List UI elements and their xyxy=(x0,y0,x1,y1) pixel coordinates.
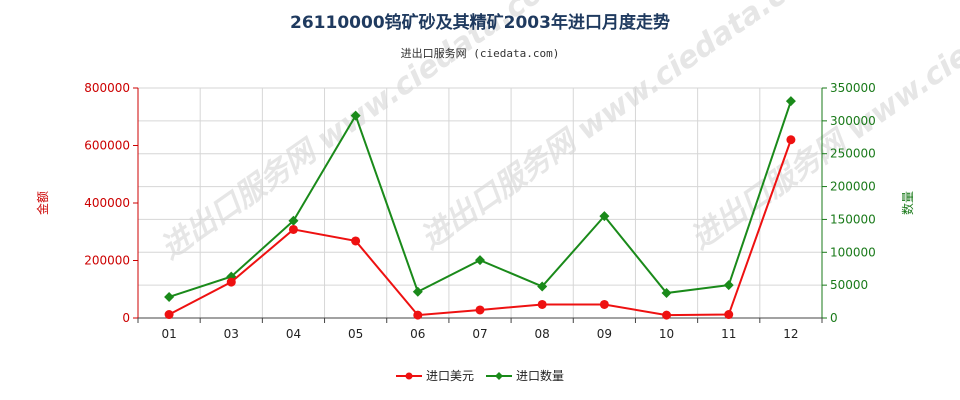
x-tick-label: 03 xyxy=(224,327,239,341)
x-tick-label: 05 xyxy=(348,327,363,341)
data-point xyxy=(226,277,236,287)
x-tick-label: 11 xyxy=(721,327,736,341)
y-left-tick-label: 400000 xyxy=(84,196,130,210)
data-point xyxy=(662,310,672,320)
y-left-tick-label: 600000 xyxy=(84,139,130,153)
legend-item-import-quantity: 进口数量 xyxy=(486,368,564,383)
data-point xyxy=(351,236,361,246)
y-left-tick-label: 800000 xyxy=(84,81,130,95)
y-left-axis-title: 金额 xyxy=(35,191,50,215)
legend-item-import-usd: 进口美元 xyxy=(396,369,474,383)
y-left-tick-label: 0 xyxy=(122,311,130,325)
series-import-usd xyxy=(164,135,796,320)
series-layer xyxy=(164,96,796,320)
data-point xyxy=(785,96,796,107)
data-point xyxy=(723,280,734,291)
y-right-tick-label: 350000 xyxy=(830,81,876,95)
y-right-tick-label: 50000 xyxy=(830,278,868,292)
legend-label: 进口数量 xyxy=(516,368,564,383)
x-tick-label: 06 xyxy=(410,327,425,341)
y-left-tick-label: 200000 xyxy=(84,254,130,268)
x-tick-label: 09 xyxy=(597,327,612,341)
data-point xyxy=(350,110,361,121)
data-point xyxy=(475,255,485,266)
legend-marker xyxy=(495,372,503,380)
y-right-tick-label: 0 xyxy=(830,311,838,325)
y-right-tick-label: 250000 xyxy=(830,147,876,161)
y-right-tick-label: 100000 xyxy=(830,245,876,259)
data-point xyxy=(599,299,609,309)
y-right-tick-label: 150000 xyxy=(830,212,876,226)
grid-layer xyxy=(137,87,823,319)
x-tick-label: 08 xyxy=(535,327,550,341)
axes-layer: 0 200000 400000 600000 800000 0 50000 100000 150… xyxy=(84,81,876,341)
legend-marker xyxy=(405,372,413,380)
data-point xyxy=(413,310,423,320)
y-right-tick-label: 300000 xyxy=(830,114,876,128)
x-tick-label: 10 xyxy=(659,327,674,341)
data-point xyxy=(288,224,298,234)
x-tick-label: 12 xyxy=(783,327,798,341)
chart-subtitle: 进出口服务网 (ciedata.com) xyxy=(401,46,560,60)
data-point xyxy=(475,305,485,315)
data-point xyxy=(537,281,548,292)
legend: 进口美元 进口数量 xyxy=(396,368,564,383)
data-point xyxy=(786,135,796,145)
data-point xyxy=(164,291,175,302)
y-right-axis-title: 数量 xyxy=(900,191,915,215)
data-point xyxy=(537,299,547,309)
y-right-tick-label: 200000 xyxy=(830,180,876,194)
x-tick-label: 04 xyxy=(286,327,301,341)
chart-title: 26110000钨矿砂及其精矿2003年进口月度走势 xyxy=(290,12,670,33)
watermark-text: 进出口服务网 www.ciedata.com xyxy=(155,0,576,267)
data-point xyxy=(724,310,734,320)
data-point xyxy=(164,310,174,320)
legend-label: 进口美元 xyxy=(426,369,474,383)
data-point xyxy=(288,215,299,226)
data-point xyxy=(599,211,610,222)
x-tick-label: 07 xyxy=(472,327,487,341)
data-point xyxy=(412,286,423,297)
data-point xyxy=(661,288,672,299)
x-tick-label: 01 xyxy=(161,327,176,341)
